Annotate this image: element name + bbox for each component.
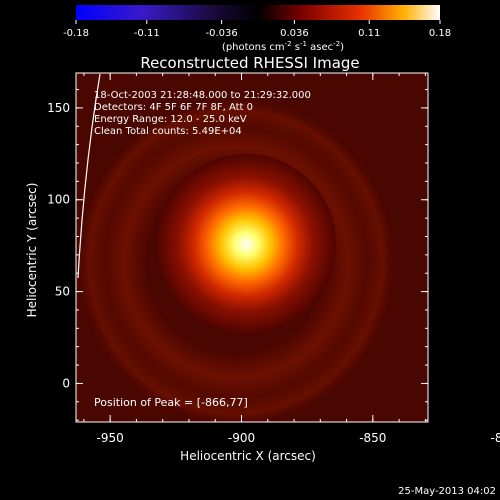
x-tick-label: -850 [359,431,386,445]
heatmap-image [76,73,428,422]
colorbar [76,5,440,20]
y-axis-label: Heliocentric Y (arcsec) [25,183,39,318]
annotation-line: 18-Oct-2003 21:28:48.000 to 21:29:32.000 [94,90,311,101]
chart-title: Reconstructed RHESSI Image [140,54,359,72]
heatmap-source [156,154,336,334]
x-tick-label: -950 [97,431,124,445]
footer-date: 25-May-2013 04:02 [398,486,496,497]
colorbar-ticks: -0.18 -0.11 -0.036 0.036 0.11 0.18 [63,20,451,39]
x-tick-label: -900 [228,431,255,445]
colorbar-tick-label: -0.036 [205,28,237,39]
colorbar-unit-label: (photons cm-2 s-1 asec-2) [222,40,344,53]
colorbar-tick-label: 0.18 [429,28,451,39]
colorbar-tick-label: -0.11 [134,28,160,39]
x-axis-ticks: -950 -900 -850 -800 [83,73,500,445]
colorbar-tick-label: 0.036 [280,28,309,39]
x-tick-label: -800 [491,431,500,445]
y-axis-ticks: 0 50 100 150 [47,89,428,421]
y-tick-label: 0 [62,376,70,390]
annotations: 18-Oct-2003 21:28:48.000 to 21:29:32.000… [94,90,311,137]
annotation-line: Clean Total counts: 5.49E+04 [94,126,242,137]
x-axis-label: Heliocentric X (arcsec) [180,449,316,463]
colorbar-tick-label: 0.11 [358,28,380,39]
peak-position-label: Position of Peak = [-866,77] [94,396,248,409]
y-tick-label: 50 [55,285,70,299]
solar-limb [77,73,101,279]
y-tick-label: 150 [47,101,70,115]
plot-frame [75,72,429,423]
annotation-line: Detectors: 4F 5F 6F 7F 8F, Att 0 [94,102,253,113]
colorbar-tick-label: -0.18 [63,28,89,39]
y-tick-label: 100 [47,193,70,207]
annotation-line: Energy Range: 12.0 - 25.0 keV [94,114,247,125]
